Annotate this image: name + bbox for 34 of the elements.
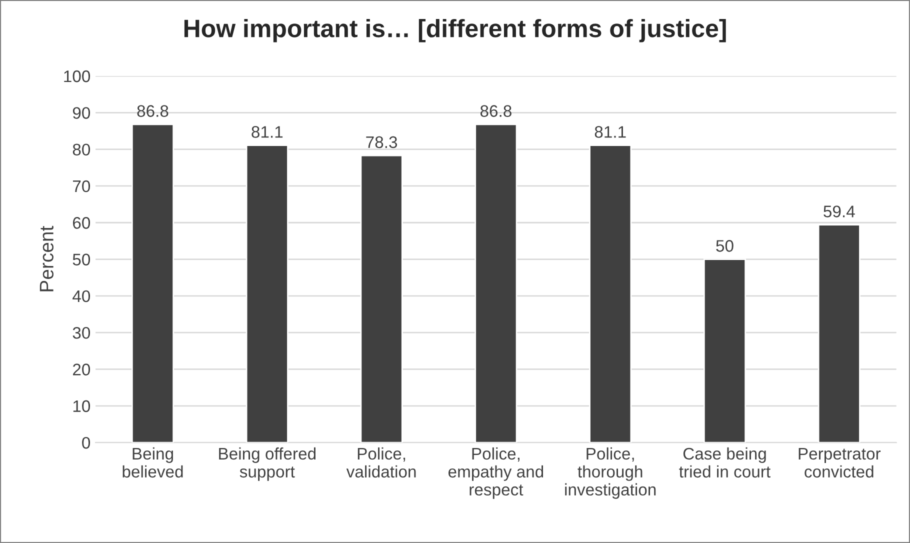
data-label: 86.8 bbox=[480, 105, 512, 117]
y-tick-label: 100 bbox=[64, 70, 90, 82]
bar bbox=[474, 124, 518, 443]
y-tick-label: 60 bbox=[73, 217, 90, 229]
y-tick-label: 20 bbox=[72, 364, 90, 376]
y-tick-label: 50 bbox=[72, 254, 90, 266]
data-label: 59.4 bbox=[824, 206, 855, 218]
y-tick-label: 30 bbox=[72, 326, 90, 339]
bar bbox=[703, 258, 746, 443]
chart-title: How important is… [different forms of justice] bbox=[184, 19, 726, 42]
bar bbox=[360, 154, 403, 443]
y-axis-title: Percent bbox=[40, 226, 54, 292]
x-tick-label: Police, empathy and respect bbox=[448, 447, 544, 499]
x-tick-label: Being offered support bbox=[219, 447, 316, 481]
bar bbox=[818, 224, 860, 443]
data-label: 81.1 bbox=[594, 126, 626, 138]
bar bbox=[131, 124, 174, 443]
y-tick-label: 90 bbox=[72, 107, 90, 119]
y-tick-label: 70 bbox=[73, 180, 90, 192]
bar bbox=[246, 144, 288, 443]
data-label: 81.1 bbox=[252, 126, 283, 138]
y-tick-label: 80 bbox=[72, 144, 90, 156]
data-label: 50 bbox=[716, 240, 734, 252]
bar bbox=[589, 144, 632, 443]
x-tick-label: Being believed bbox=[122, 447, 183, 478]
data-label: 78.3 bbox=[366, 136, 398, 148]
y-tick-label: 0 bbox=[82, 436, 90, 449]
data-label: 86.8 bbox=[137, 105, 168, 117]
x-tick-label: Perpetrator convicted bbox=[798, 448, 881, 478]
x-tick-label: Case being tried in court bbox=[679, 447, 770, 478]
x-tick-label: Police, validation bbox=[346, 447, 416, 478]
x-tick-label: Police, thorough investigation bbox=[565, 447, 656, 499]
y-tick-label: 10 bbox=[73, 400, 90, 412]
y-tick-label: 40 bbox=[72, 290, 90, 302]
